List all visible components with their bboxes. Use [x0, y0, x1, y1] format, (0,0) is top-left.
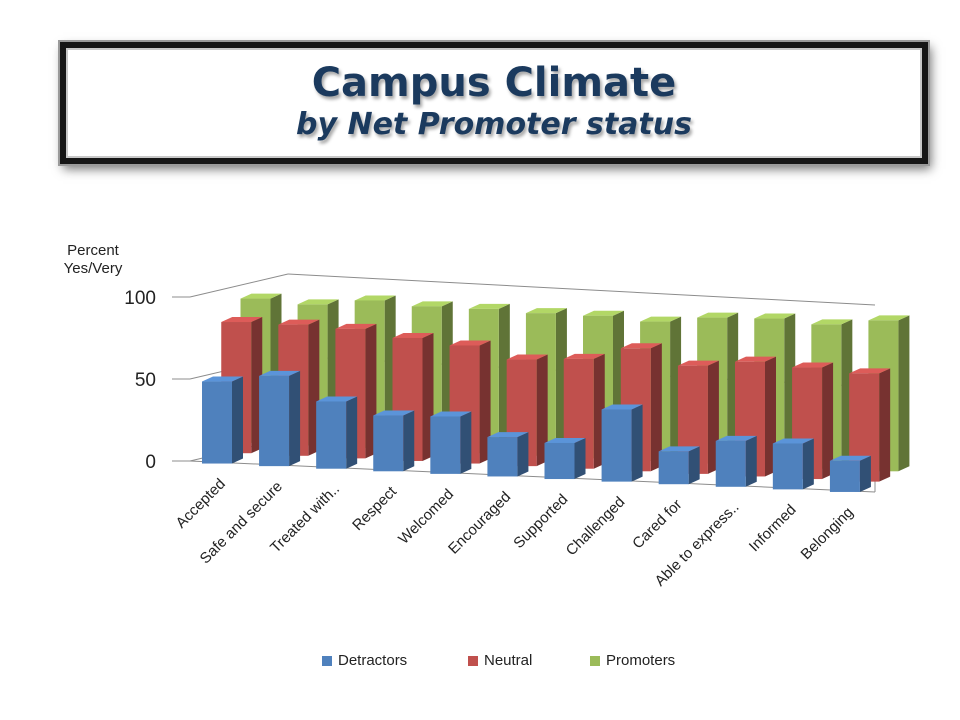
legend-swatch-neutral	[468, 655, 478, 666]
bar-detractors	[430, 416, 461, 474]
x-tick-label: Challenged	[563, 494, 629, 560]
bar-detractors	[259, 375, 290, 467]
bar-neutral-top	[849, 368, 891, 374]
bar-neutral-side	[650, 343, 662, 472]
legend-swatch-promoters	[590, 655, 600, 666]
bar-promoters-top	[697, 312, 739, 318]
bar-neutral-top	[792, 362, 834, 368]
y-tick-label: 50	[135, 370, 156, 391]
bar-neutral-side	[879, 368, 891, 482]
y-tick-label: 0	[145, 452, 156, 473]
bar-detractors	[829, 460, 860, 492]
bar-detractors	[487, 437, 518, 477]
y-tick-label: 100	[124, 288, 156, 309]
bar-detractors-top	[829, 455, 871, 461]
bar-detractors-side	[346, 396, 358, 469]
bar-detractors-side	[460, 411, 472, 474]
bar-neutral-top	[392, 332, 434, 338]
bars-layer	[202, 293, 910, 492]
legend-item-neutral: Neutral	[468, 652, 532, 669]
title-box: Campus Climate by Net Promoter status	[60, 42, 928, 164]
bar-neutral-side	[822, 362, 834, 480]
bar-detractors-side	[688, 446, 700, 485]
x-tick-label: Cared for	[629, 496, 685, 552]
bar-detractors-top	[487, 432, 529, 438]
bar-neutral-top	[677, 360, 719, 366]
bar-detractors-top	[715, 435, 757, 441]
bar-promoters-top	[583, 310, 624, 316]
bar-detractors	[544, 442, 575, 480]
bar-neutral-top	[620, 343, 662, 349]
bar-promoters-top	[868, 315, 910, 321]
bar-neutral-top	[278, 319, 320, 325]
bar-promoters-top	[297, 299, 339, 305]
x-tick-label: Welcomed	[395, 486, 457, 548]
x-tick-label: Supported	[510, 491, 571, 552]
bar-detractors-side	[517, 432, 529, 477]
bar-promoters-top	[811, 319, 853, 325]
chart-title: Campus Climate	[311, 60, 677, 106]
bar-neutral-top	[506, 354, 548, 360]
bar-detractors	[373, 415, 404, 472]
bar-detractors-side	[232, 376, 243, 464]
bar-promoters-side	[898, 315, 910, 472]
bar-detractors-side	[802, 438, 814, 490]
bar-detractors-top	[259, 370, 301, 376]
bar-detractors-top	[373, 410, 415, 416]
bar-neutral-top	[735, 356, 776, 362]
bar-detractors-top	[316, 396, 358, 402]
bar-neutral-side	[479, 340, 491, 464]
bar-detractors	[772, 443, 803, 490]
bar-detractors	[202, 381, 232, 464]
bar-promoters-top	[354, 295, 396, 301]
bar-detractors-side	[631, 404, 643, 482]
gridline-back	[287, 273, 876, 306]
bar-promoters-top	[468, 303, 510, 309]
bar-promoters-top	[525, 308, 567, 314]
bar-neutral-top	[335, 323, 377, 329]
bar-promoters-top	[240, 293, 282, 299]
bar-detractors-top	[430, 411, 472, 417]
bar-detractors-top	[601, 404, 643, 410]
floor-front-edge	[189, 460, 876, 493]
bar-detractors	[601, 409, 632, 482]
bar-detractors-top	[202, 376, 243, 382]
bar-detractors	[715, 440, 746, 487]
legend-item-detractors: Detractors	[322, 652, 407, 669]
legend-label-promoters: Promoters	[606, 652, 676, 669]
chart-subtitle: by Net Promoter status	[296, 107, 692, 142]
legend: Detractors Neutral Promoters	[0, 652, 960, 672]
bar-neutral-top	[221, 317, 263, 323]
legend-label-neutral: Neutral	[484, 652, 533, 669]
x-tick-label: Respect	[349, 483, 401, 535]
bar-detractors-side	[289, 370, 301, 467]
bar-neutral-top	[449, 340, 491, 346]
bar-detractors	[658, 451, 689, 485]
bar-promoters-top	[411, 301, 453, 307]
bar-neutral-side	[536, 354, 548, 467]
bar-promoters-top	[754, 313, 796, 319]
y-axis-label: Percent Yes/Very	[63, 242, 123, 277]
bar-detractors-side	[574, 437, 586, 480]
legend-swatch-detractors	[322, 655, 332, 666]
bar-detractors-side	[859, 455, 871, 492]
gridline-side	[189, 273, 289, 298]
x-tick-label: Informed	[746, 501, 800, 555]
x-tick-label: Belonging	[798, 504, 857, 563]
legend-label-detractors: Detractors	[338, 652, 408, 669]
bar-detractors	[316, 401, 347, 469]
legend-item-promoters: Promoters	[590, 652, 675, 669]
bar-detractors-side	[745, 435, 757, 487]
bar-detractors-top	[544, 437, 586, 443]
x-tick-label: Accepted	[173, 475, 229, 531]
bar-detractors-top	[658, 446, 700, 452]
bar-neutral-top	[563, 353, 605, 359]
bar-promoters-top	[640, 316, 682, 322]
bar-detractors-top	[772, 438, 814, 444]
bar-detractors-side	[403, 410, 415, 472]
